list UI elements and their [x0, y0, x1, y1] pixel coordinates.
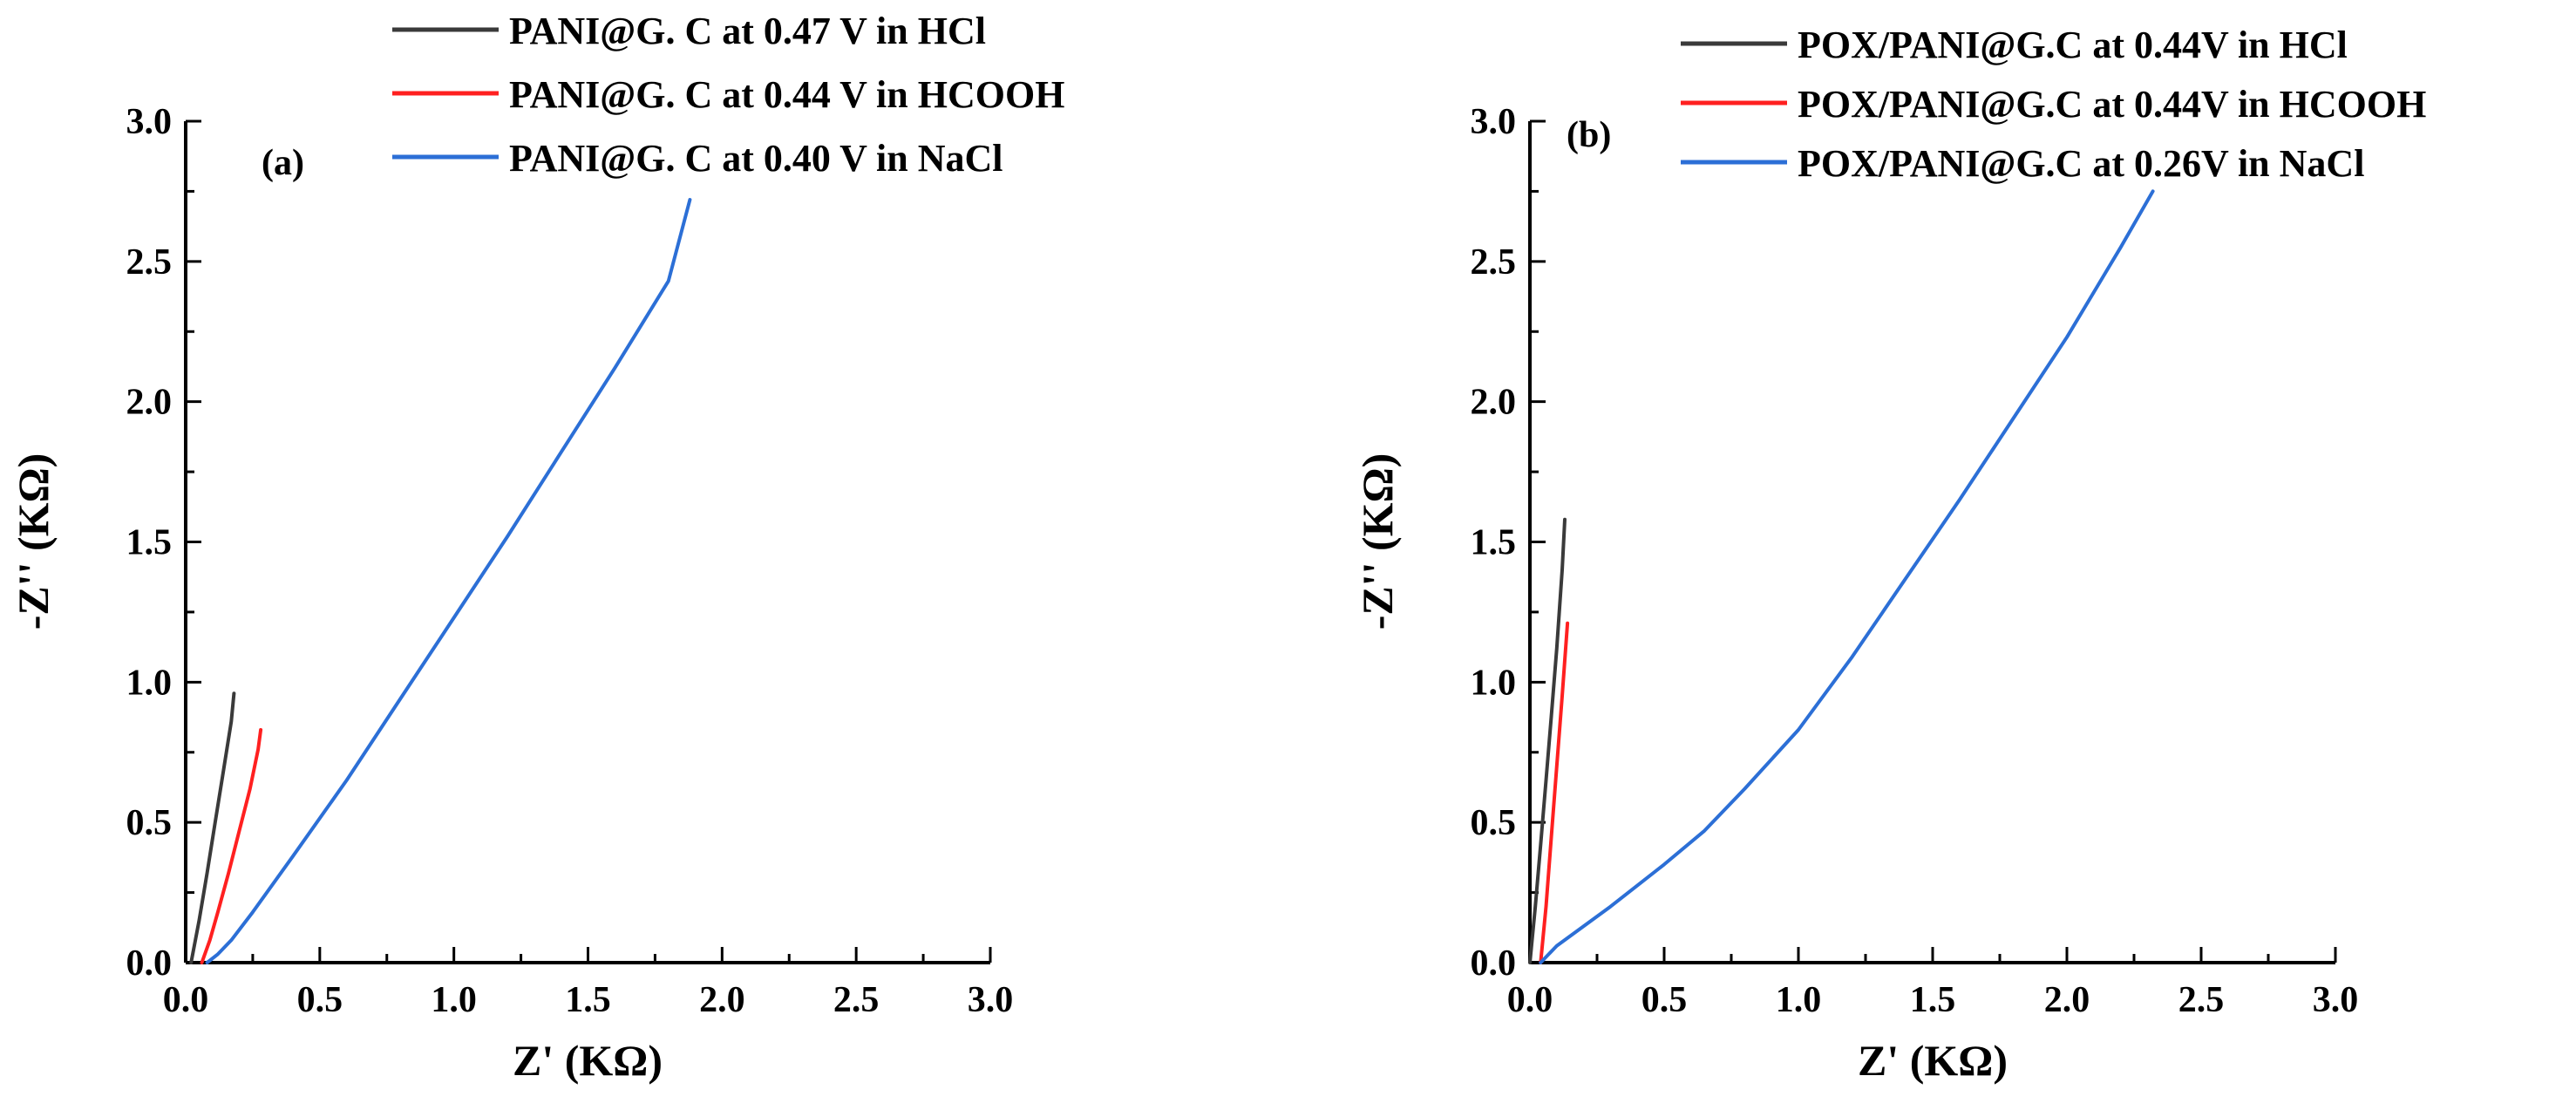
y-tick-labels: 0.0 0.5 1.0 1.5 2.0 2.5 3.0	[126, 102, 173, 984]
y-tick-label: 0.5	[1471, 803, 1517, 843]
x-tick-label: 1.5	[565, 980, 611, 1020]
x-tick-labels: 0.0 0.5 1.0 1.5 2.0 2.5 3.0	[1507, 980, 2359, 1020]
legend-label-hcl: POX/PANI@G.C at 0.44V in HCl	[1798, 24, 2348, 66]
x-tick-label: 2.5	[833, 980, 880, 1020]
x-tick-label: 2.0	[699, 980, 745, 1020]
x-tick-label: 2.5	[2178, 980, 2225, 1020]
y-tick-label: 3.0	[1471, 102, 1517, 142]
legend-label-hcooh: POX/PANI@G.C at 0.44V in HCOOH	[1798, 83, 2426, 126]
y-tick-label: 0.5	[126, 803, 173, 843]
x-tick-label: 1.0	[431, 980, 477, 1020]
y-tick-label: 3.0	[126, 102, 173, 142]
series-group	[189, 198, 692, 964]
y-tick-label: 1.0	[126, 663, 173, 703]
x-tick-label: 3.0	[968, 980, 1014, 1020]
x-axis-title: Z' (KΩ)	[1858, 1036, 2008, 1085]
y-tick-label: 2.0	[1471, 383, 1517, 423]
legend-label-nacl: POX/PANI@G.C at 0.26V in NaCl	[1798, 142, 2364, 185]
y-tick-label: 0.0	[126, 943, 173, 984]
legend-label-hcl: PANI@G. C at 0.47 V in HCl	[509, 10, 986, 52]
series-line-hcooh	[1539, 621, 1570, 964]
x-tick-labels: 0.0 0.5 1.0 1.5 2.0 2.5 3.0	[163, 980, 1014, 1020]
y-tick-label: 2.0	[126, 383, 173, 423]
series-line-hcooh	[200, 728, 263, 964]
legend: POX/PANI@G.C at 0.44V in HCl POX/PANI@G.…	[1681, 24, 2426, 185]
x-axis-title: Z' (KΩ)	[513, 1036, 663, 1085]
series-line-hcl	[1528, 517, 1567, 964]
legend: PANI@G. C at 0.47 V in HCl PANI@G. C at …	[392, 10, 1064, 180]
x-tick-label: 2.0	[2044, 980, 2090, 1020]
x-tick-label: 0.5	[1641, 980, 1688, 1020]
x-tick-label: 0.0	[1507, 980, 1553, 1020]
series-group	[1528, 189, 2155, 964]
series-line-nacl	[1539, 189, 2155, 964]
x-tick-label: 1.5	[1910, 980, 1956, 1020]
panel-a: 0.0 0.5 1.0 1.5 2.0 2.5 3.0 0.0 0.5 1.0 …	[9, 10, 1064, 1085]
y-tick-label: 2.5	[126, 242, 173, 283]
series-line-hcl	[189, 691, 236, 964]
y-tick-label: 1.5	[126, 523, 173, 563]
x-tick-label: 1.0	[1776, 980, 1822, 1020]
series-line-nacl	[205, 198, 692, 964]
panel-b: 0.0 0.5 1.0 1.5 2.0 2.5 3.0 0.0 0.5 1.0 …	[1353, 24, 2426, 1085]
y-axis-title: -Z'' (KΩ)	[1353, 453, 1402, 630]
y-tick-label: 1.5	[1471, 523, 1517, 563]
y-tick-label: 0.0	[1471, 943, 1517, 984]
x-tick-label: 0.5	[297, 980, 343, 1020]
legend-label-hcooh: PANI@G. C at 0.44 V in HCOOH	[509, 73, 1064, 116]
y-tick-label: 2.5	[1471, 242, 1517, 283]
y-tick-label: 1.0	[1471, 663, 1517, 703]
panel-label: (b)	[1567, 115, 1611, 155]
y-axis-title: -Z'' (KΩ)	[9, 453, 58, 630]
x-tick-label: 3.0	[2313, 980, 2359, 1020]
axis-ticks	[184, 119, 992, 964]
panel-label: (a)	[262, 143, 304, 183]
legend-label-nacl: PANI@G. C at 0.40 V in NaCl	[509, 137, 1003, 180]
x-tick-label: 0.0	[163, 980, 209, 1020]
y-tick-labels: 0.0 0.5 1.0 1.5 2.0 2.5 3.0	[1471, 102, 1517, 984]
